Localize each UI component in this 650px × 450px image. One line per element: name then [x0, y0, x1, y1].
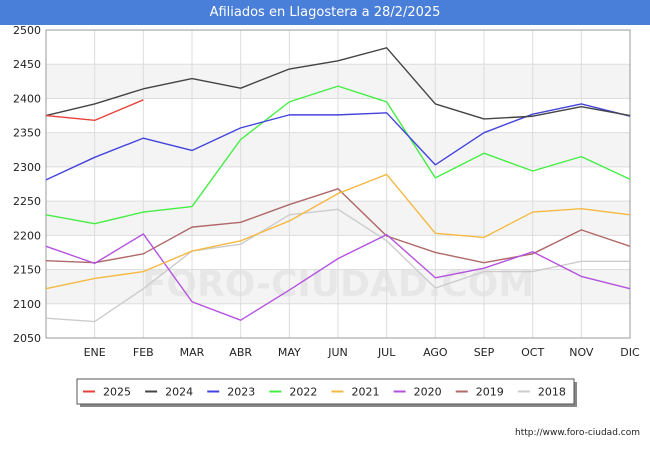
x-tick-label: SEP	[474, 346, 495, 359]
legend-label-2020: 2020	[414, 386, 442, 399]
legend-label-2019: 2019	[476, 386, 504, 399]
x-tick-label: OCT	[521, 346, 544, 359]
series-line-2025	[45, 99, 144, 122]
plot-border	[45, 29, 631, 339]
x-tick-label: NOV	[569, 346, 594, 359]
x-tick-label: ENE	[84, 346, 106, 359]
y-tick-label: 2400	[13, 92, 41, 105]
x-tick-label: AGO	[423, 346, 448, 359]
legend-label-2025: 2025	[103, 386, 131, 399]
series-line-2022	[45, 85, 631, 225]
series-line-2018	[45, 208, 630, 323]
x-tick-label: MAR	[180, 346, 205, 359]
y-tick-label: 2050	[13, 332, 41, 345]
legend-label-2018: 2018	[538, 386, 566, 399]
x-tick-label: DIC	[620, 346, 640, 359]
series-line-2020	[45, 233, 631, 321]
chart-title: Afiliados en Llagostera a 28/2/2025	[0, 0, 650, 25]
legend-label-2022: 2022	[289, 386, 317, 399]
x-tick-label: JUN	[327, 346, 348, 359]
y-tick-label: 2350	[13, 127, 41, 140]
y-tick-label: 2450	[13, 58, 41, 71]
legend-label-2024: 2024	[165, 386, 193, 399]
y-tick-label: 2100	[13, 298, 41, 311]
source-url[interactable]: http://www.foro-ciudad.com	[515, 428, 640, 438]
legend	[76, 378, 575, 405]
x-tick-label: MAY	[278, 346, 301, 359]
y-tick-label: 2500	[13, 24, 41, 37]
series-line-2023	[45, 103, 631, 181]
x-tick-label: FEB	[133, 346, 154, 359]
y-tick-label: 2250	[13, 195, 41, 208]
y-tick-label: 2150	[13, 264, 41, 277]
legend-label-2023: 2023	[227, 386, 255, 399]
x-tick-label: JUL	[377, 346, 396, 359]
series-line-2024	[45, 47, 631, 120]
legend-label-2021: 2021	[352, 386, 380, 399]
y-tick-label: 2300	[13, 161, 41, 174]
series-line-2019	[45, 188, 631, 264]
series-line-2021	[45, 173, 631, 290]
x-tick-label: ABR	[229, 346, 252, 359]
y-tick-label: 2200	[13, 229, 41, 242]
